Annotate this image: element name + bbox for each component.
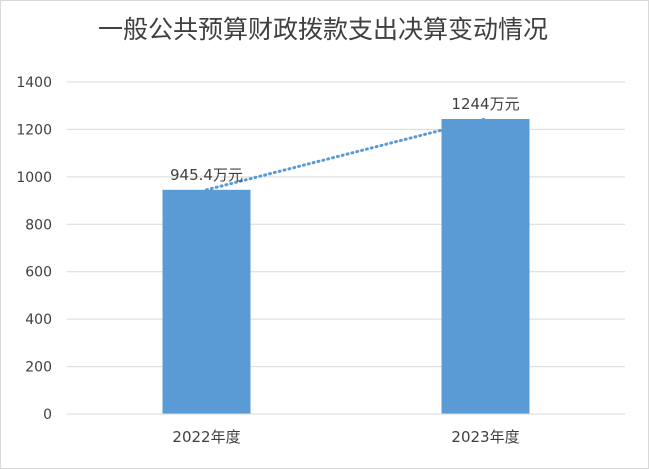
data-labels: 945.4万元 1244万元 <box>170 95 520 184</box>
chart-title: 一般公共预算财政拨款支出决算变动情况 <box>97 15 548 44</box>
y-tick-label: 1200 <box>16 122 52 138</box>
y-tick-label: 400 <box>25 312 52 328</box>
bar <box>162 189 251 414</box>
x-tick-label: 2022年度 <box>172 428 240 446</box>
x-tick-label: 2023年度 <box>451 428 519 446</box>
trendline <box>205 117 487 192</box>
y-tick-label: 0 <box>43 407 52 423</box>
trendline-layer <box>205 117 487 192</box>
bars <box>162 118 530 414</box>
y-tick-label: 800 <box>25 217 52 233</box>
y-tick-label: 600 <box>25 265 52 281</box>
bar <box>441 118 530 414</box>
y-tick-label: 200 <box>25 360 52 376</box>
y-tick-label: 1400 <box>16 75 52 91</box>
data-label: 1244万元 <box>451 95 519 113</box>
gridlines <box>67 81 625 415</box>
data-label: 945.4万元 <box>170 166 243 184</box>
y-axis: 0 200 400 600 800 1000 1200 1400 <box>16 75 52 423</box>
y-tick-label: 1000 <box>16 170 52 186</box>
x-axis: 2022年度 2023年度 <box>67 413 625 446</box>
